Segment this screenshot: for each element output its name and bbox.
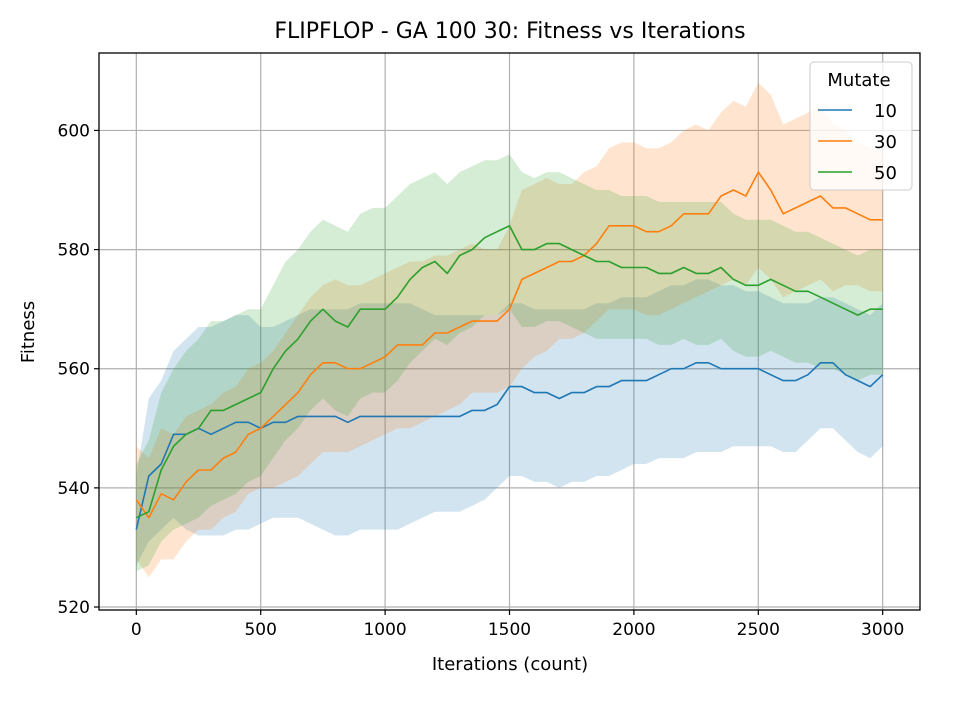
legend-entries: 10 30 50 bbox=[818, 101, 897, 184]
x-tick-label: 3000 bbox=[861, 620, 904, 640]
grid bbox=[99, 53, 920, 610]
y-axis-label: Fitness bbox=[18, 301, 39, 363]
legend-label-10: 10 bbox=[874, 101, 897, 122]
y-tick-label: 560 bbox=[58, 360, 90, 380]
band-mutate-30 bbox=[136, 82, 883, 578]
x-tick-label: 1500 bbox=[488, 620, 531, 640]
y-tick-label: 540 bbox=[58, 479, 90, 499]
x-axis-ticks: 0 500 1000 1500 2000 2500 3000 bbox=[131, 610, 904, 640]
legend-label-50: 50 bbox=[874, 163, 897, 184]
legend-label-30: 30 bbox=[874, 132, 897, 153]
y-tick-label: 600 bbox=[58, 121, 90, 141]
y-axis-ticks: 520 540 560 580 600 bbox=[58, 121, 99, 618]
band-mutate-10 bbox=[136, 279, 883, 566]
x-tick-label: 1000 bbox=[363, 620, 406, 640]
x-tick-label: 0 bbox=[131, 620, 142, 640]
legend-title: Mutate bbox=[827, 70, 890, 91]
line-mutate-30 bbox=[135, 171, 883, 519]
x-axis-label: Iterations (count) bbox=[432, 654, 588, 675]
confidence-bands bbox=[136, 82, 883, 578]
y-tick-label: 580 bbox=[58, 241, 90, 261]
line-mutate-50 bbox=[135, 225, 883, 519]
x-tick-label: 500 bbox=[244, 620, 276, 640]
x-tick-label: 2500 bbox=[737, 620, 780, 640]
y-tick-label: 520 bbox=[58, 598, 90, 618]
legend-box bbox=[809, 61, 913, 191]
legend: Mutate 10 30 50 bbox=[809, 61, 913, 191]
band-mutate-50 bbox=[136, 154, 883, 572]
chart-title: FLIPFLOP - GA 100 30: Fitness vs Iterati… bbox=[274, 19, 745, 44]
series-lines bbox=[135, 171, 884, 530]
x-tick-label: 2000 bbox=[612, 620, 655, 640]
